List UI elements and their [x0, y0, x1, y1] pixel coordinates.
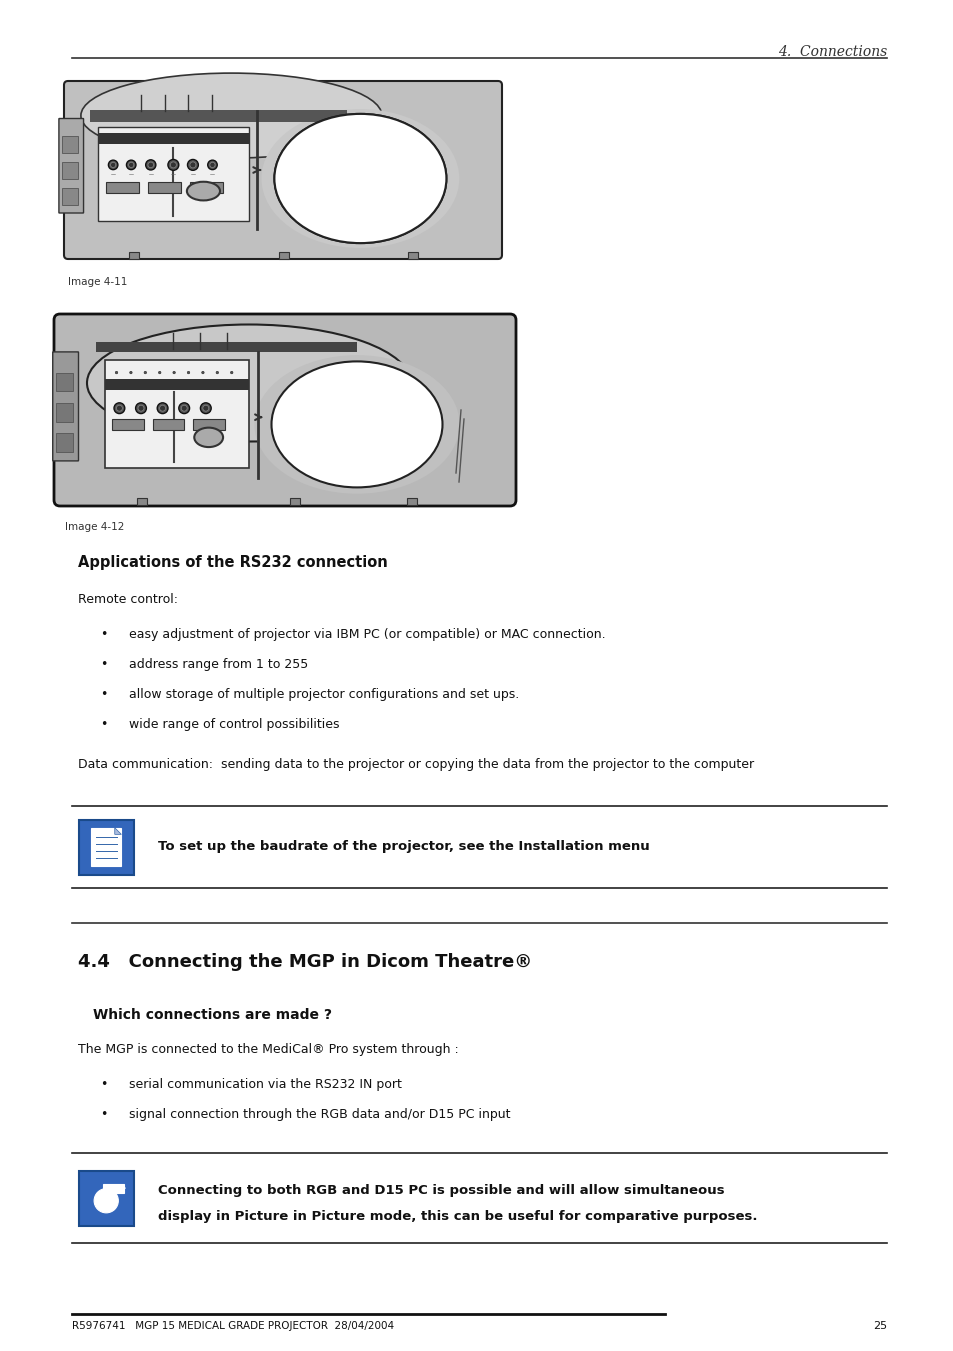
Bar — [79, 820, 133, 874]
Ellipse shape — [261, 109, 458, 249]
Circle shape — [127, 161, 136, 170]
Text: 25: 25 — [872, 1321, 886, 1331]
Circle shape — [148, 162, 153, 168]
Circle shape — [200, 403, 211, 413]
Circle shape — [157, 403, 168, 413]
Bar — [193, 419, 224, 430]
Circle shape — [159, 405, 166, 411]
Text: •: • — [100, 628, 108, 640]
FancyBboxPatch shape — [52, 351, 78, 461]
Text: Image 4-12: Image 4-12 — [65, 521, 124, 532]
Text: •: • — [100, 658, 108, 671]
Bar — [62, 136, 78, 153]
Circle shape — [138, 405, 144, 411]
Bar — [137, 499, 147, 505]
Bar — [98, 127, 249, 222]
Circle shape — [135, 403, 146, 413]
Circle shape — [109, 161, 118, 170]
FancyBboxPatch shape — [54, 313, 516, 507]
Circle shape — [115, 372, 117, 374]
Text: allow storage of multiple projector configurations and set ups.: allow storage of multiple projector conf… — [129, 688, 518, 701]
Ellipse shape — [254, 355, 459, 493]
Circle shape — [203, 405, 209, 411]
Circle shape — [216, 372, 218, 374]
Circle shape — [158, 372, 161, 374]
Bar — [407, 499, 416, 505]
Bar — [62, 162, 78, 178]
Text: wide range of control possibilities: wide range of control possibilities — [129, 717, 339, 731]
Bar — [112, 419, 144, 430]
Circle shape — [190, 162, 195, 168]
Circle shape — [181, 405, 187, 411]
Text: Remote control:: Remote control: — [78, 593, 178, 607]
Text: Data communication:  sending data to the projector or copying the data from the : Data communication: sending data to the … — [78, 758, 754, 771]
Bar — [408, 253, 417, 259]
Circle shape — [111, 162, 115, 168]
Circle shape — [168, 159, 178, 170]
Circle shape — [146, 159, 155, 170]
Ellipse shape — [272, 362, 442, 488]
Bar — [98, 134, 249, 145]
Ellipse shape — [87, 324, 411, 442]
Text: To set up the baudrate of the projector, see the Installation menu: To set up the baudrate of the projector,… — [158, 840, 649, 854]
Text: Which connections are made ?: Which connections are made ? — [93, 1008, 332, 1021]
Bar — [55, 373, 73, 392]
Circle shape — [144, 372, 147, 374]
Ellipse shape — [81, 73, 381, 158]
Circle shape — [188, 159, 198, 170]
Text: serial communication via the RS232 IN port: serial communication via the RS232 IN po… — [129, 1078, 401, 1092]
Ellipse shape — [274, 113, 446, 243]
Bar — [106, 182, 138, 193]
Text: Applications of the RS232 connection: Applications of the RS232 connection — [78, 555, 388, 570]
Bar — [55, 403, 73, 422]
Text: •: • — [100, 1078, 108, 1092]
Ellipse shape — [187, 182, 220, 200]
Circle shape — [201, 372, 204, 374]
Text: •: • — [100, 688, 108, 701]
Bar — [105, 380, 249, 390]
Circle shape — [231, 372, 233, 374]
Circle shape — [178, 403, 190, 413]
Text: •: • — [100, 1108, 108, 1121]
Text: address range from 1 to 255: address range from 1 to 255 — [129, 658, 308, 671]
Bar — [91, 828, 121, 866]
Text: Connecting to both RGB and D15 PC is possible and will allow simultaneous: Connecting to both RGB and D15 PC is pos… — [158, 1183, 724, 1197]
FancyBboxPatch shape — [64, 81, 501, 259]
Bar — [62, 188, 78, 205]
Text: signal connection through the RGB data and/or D15 PC input: signal connection through the RGB data a… — [129, 1108, 510, 1121]
Bar — [290, 499, 299, 505]
Text: •: • — [100, 717, 108, 731]
Bar — [79, 1170, 133, 1225]
Bar — [278, 253, 289, 259]
Circle shape — [187, 372, 190, 374]
Bar — [96, 342, 356, 353]
Bar — [129, 253, 138, 259]
Text: 4.  Connections: 4. Connections — [777, 45, 886, 59]
Bar — [148, 182, 181, 193]
Circle shape — [116, 405, 122, 411]
Circle shape — [129, 162, 133, 168]
Text: Image 4-11: Image 4-11 — [68, 277, 128, 286]
Text: R5976741   MGP 15 MEDICAL GRADE PROJECTOR  28/04/2004: R5976741 MGP 15 MEDICAL GRADE PROJECTOR … — [71, 1321, 394, 1331]
Circle shape — [130, 372, 132, 374]
Bar — [152, 419, 184, 430]
Circle shape — [172, 372, 175, 374]
Bar — [90, 111, 347, 123]
Circle shape — [208, 161, 217, 170]
Text: 4.4   Connecting the MGP in Dicom Theatre®: 4.4 Connecting the MGP in Dicom Theatre® — [78, 952, 532, 971]
Circle shape — [171, 162, 176, 168]
Bar — [105, 359, 249, 467]
Text: easy adjustment of projector via IBM PC (or compatible) or MAC connection.: easy adjustment of projector via IBM PC … — [129, 628, 605, 640]
Circle shape — [113, 403, 125, 413]
Text: display in Picture in Picture mode, this can be useful for comparative purposes.: display in Picture in Picture mode, this… — [158, 1210, 757, 1223]
Polygon shape — [114, 828, 121, 835]
Bar — [103, 1183, 124, 1193]
Bar — [55, 434, 73, 451]
FancyBboxPatch shape — [59, 119, 84, 213]
Bar — [190, 182, 223, 193]
Ellipse shape — [194, 428, 223, 447]
Text: The MGP is connected to the MediCal® Pro system through :: The MGP is connected to the MediCal® Pro… — [78, 1043, 458, 1056]
Circle shape — [210, 162, 214, 168]
Circle shape — [94, 1189, 118, 1213]
